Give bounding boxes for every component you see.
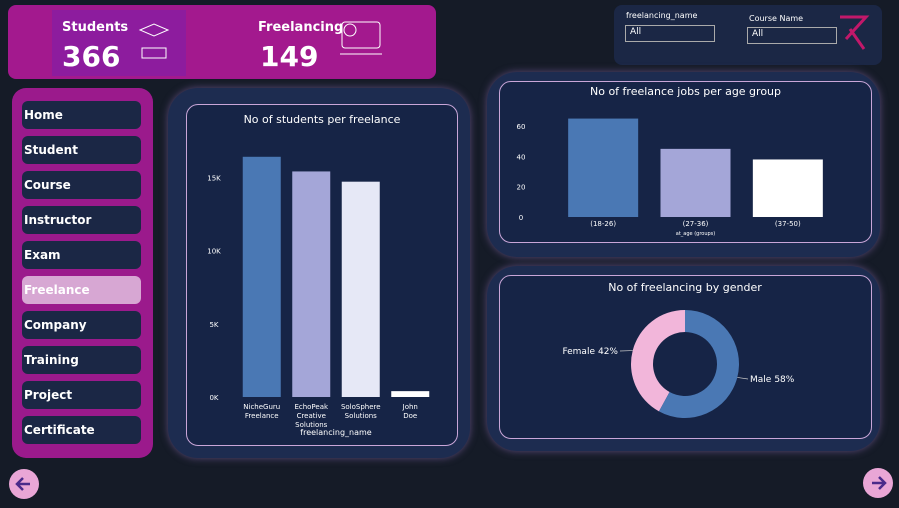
y-tick-label: 0K — [209, 394, 218, 402]
nav-panel: Home Student Course Instructor Exam Freelance… — [12, 88, 153, 458]
chart-frame: No of freelance jobs per age group 0 20 40 6… — [499, 81, 872, 243]
bar — [752, 159, 823, 217]
chart-title: No of students per freelance — [244, 113, 401, 126]
chart-title: No of freelance jobs per age group — [590, 85, 781, 98]
nav-button[interactable]: Freelance — [22, 276, 141, 304]
bar — [242, 156, 281, 397]
y-tick-label: 20 — [517, 184, 526, 192]
logo — [840, 15, 870, 50]
dropdown[interactable]: All — [625, 25, 715, 42]
nav-button[interactable]: Company — [22, 311, 141, 339]
bar — [568, 118, 639, 217]
chart: No of freelance jobs per age group 0 20 40 6… — [517, 85, 823, 237]
nav-button[interactable]: Certificate — [22, 416, 141, 444]
x-axis-label: at_age (groups) — [676, 231, 716, 237]
y-tick-label: 10K — [207, 248, 221, 256]
y-tick-label: 15K — [207, 174, 221, 182]
slice-name: Female — [562, 347, 595, 357]
bar — [391, 391, 430, 397]
nav-button[interactable]: Exam — [22, 241, 141, 269]
x-tick-label: SoloSphere Solutions — [341, 403, 381, 420]
x-tick-label: John Doe — [402, 403, 418, 420]
nav-button[interactable]: Training — [22, 346, 141, 374]
y-tick-label: 0 — [519, 214, 523, 222]
next-button[interactable] — [863, 468, 893, 498]
slice-label: Male 58% — [750, 375, 795, 385]
kpi-label: Freelancing — [258, 20, 344, 35]
slice-name: Male — [750, 375, 772, 385]
bar — [292, 171, 331, 397]
y-tick-label: 60 — [517, 123, 526, 131]
leader-line — [737, 377, 749, 380]
nav-button[interactable]: Course — [22, 171, 141, 199]
filter-label: Course Name — [749, 14, 804, 23]
icon — [138, 23, 170, 59]
chart: No of students per freelance 0K 5K 10K 15K Ni… — [207, 113, 430, 437]
kpi-label: Students — [62, 20, 129, 35]
donut-slice — [631, 310, 685, 412]
y-tick-label: 40 — [517, 153, 526, 161]
chart-frame: No of freelancing by gender Female 42% Male… — [499, 275, 872, 439]
x-tick-label: NicheGuru Freelance — [243, 403, 280, 420]
donut-slice — [658, 310, 739, 418]
x-axis-label: freelancing_name — [300, 428, 372, 437]
x-tick-label: (27-36) — [683, 220, 709, 228]
chart-title: No of freelancing by gender — [608, 281, 762, 294]
slice-value: 42% — [598, 347, 618, 357]
x-tick-label: EchoPeak Creative Solutions — [294, 403, 329, 429]
icon — [340, 21, 382, 55]
chart-frame: No of students per freelance 0K 5K 10K 15K Ni… — [186, 104, 458, 446]
nav-button[interactable]: Student — [22, 136, 141, 164]
x-tick-label: (37-50) — [775, 220, 801, 228]
bar — [341, 181, 380, 397]
kpi-students: Students 366 — [52, 10, 186, 76]
kpi-value: 366 — [62, 40, 121, 73]
kpi-value: 149 — [260, 40, 319, 73]
x-tick-label: (18-26) — [590, 220, 616, 228]
slice-label: Female 42% — [562, 347, 618, 357]
filter-panel: freelancing_name All Course Name All — [614, 5, 882, 65]
nav-button[interactable]: Home — [22, 101, 141, 129]
nav-button[interactable]: Project — [22, 381, 141, 409]
nav-button[interactable]: Instructor — [22, 206, 141, 234]
back-button[interactable] — [9, 469, 39, 499]
chart: No of freelancing by gender Female 42% Male… — [562, 281, 795, 418]
filter-label: freelancing_name — [626, 11, 698, 20]
slice-value: 58% — [774, 375, 794, 385]
dropdown[interactable]: All — [747, 27, 837, 44]
bar — [660, 148, 731, 217]
y-tick-label: 5K — [209, 321, 218, 329]
